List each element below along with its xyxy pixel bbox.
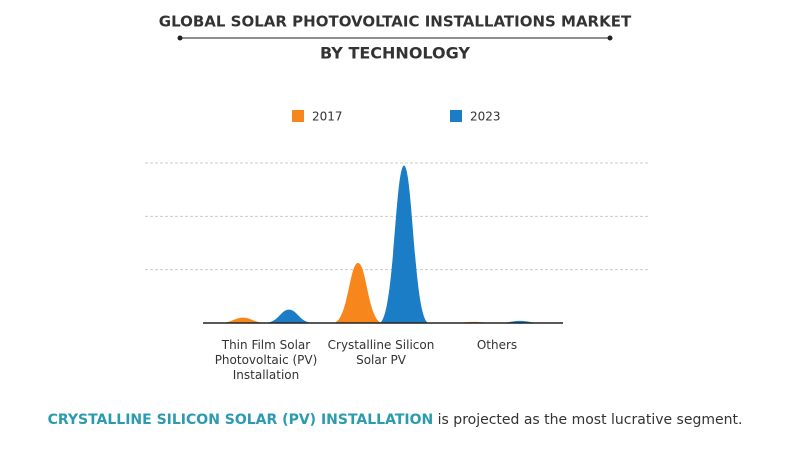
- peak: [333, 263, 383, 323]
- x-tick-label: Thin Film Solar Photovoltaic (PV) Installa…: [215, 338, 318, 382]
- x-tick-label: Others: [477, 338, 517, 352]
- rule-dot: [607, 35, 613, 41]
- peak: [379, 165, 429, 323]
- rule-dot: [177, 35, 183, 41]
- legend-swatch: [450, 110, 462, 122]
- chart-title: GLOBAL SOLAR PHOTOVOLTAIC INSTALLATIONS …: [159, 13, 632, 31]
- legend-swatch: [292, 110, 304, 122]
- x-tick-label: Crystalline Silicon Solar PV: [328, 338, 435, 367]
- legend-label: 2017: [312, 110, 343, 124]
- footer-highlight: CRYSTALLINE SILICON SOLAR (PV) INSTALLAT…: [48, 412, 434, 428]
- peak: [264, 309, 314, 323]
- legend-label: 2023: [470, 110, 501, 124]
- chart-subtitle: BY TECHNOLOGY: [320, 44, 470, 63]
- peak: [218, 317, 268, 323]
- footer: CRYSTALLINE SILICON SOLAR (PV) INSTALLAT…: [48, 412, 743, 428]
- footer-text: is projected as the most lucrative segme…: [438, 412, 743, 428]
